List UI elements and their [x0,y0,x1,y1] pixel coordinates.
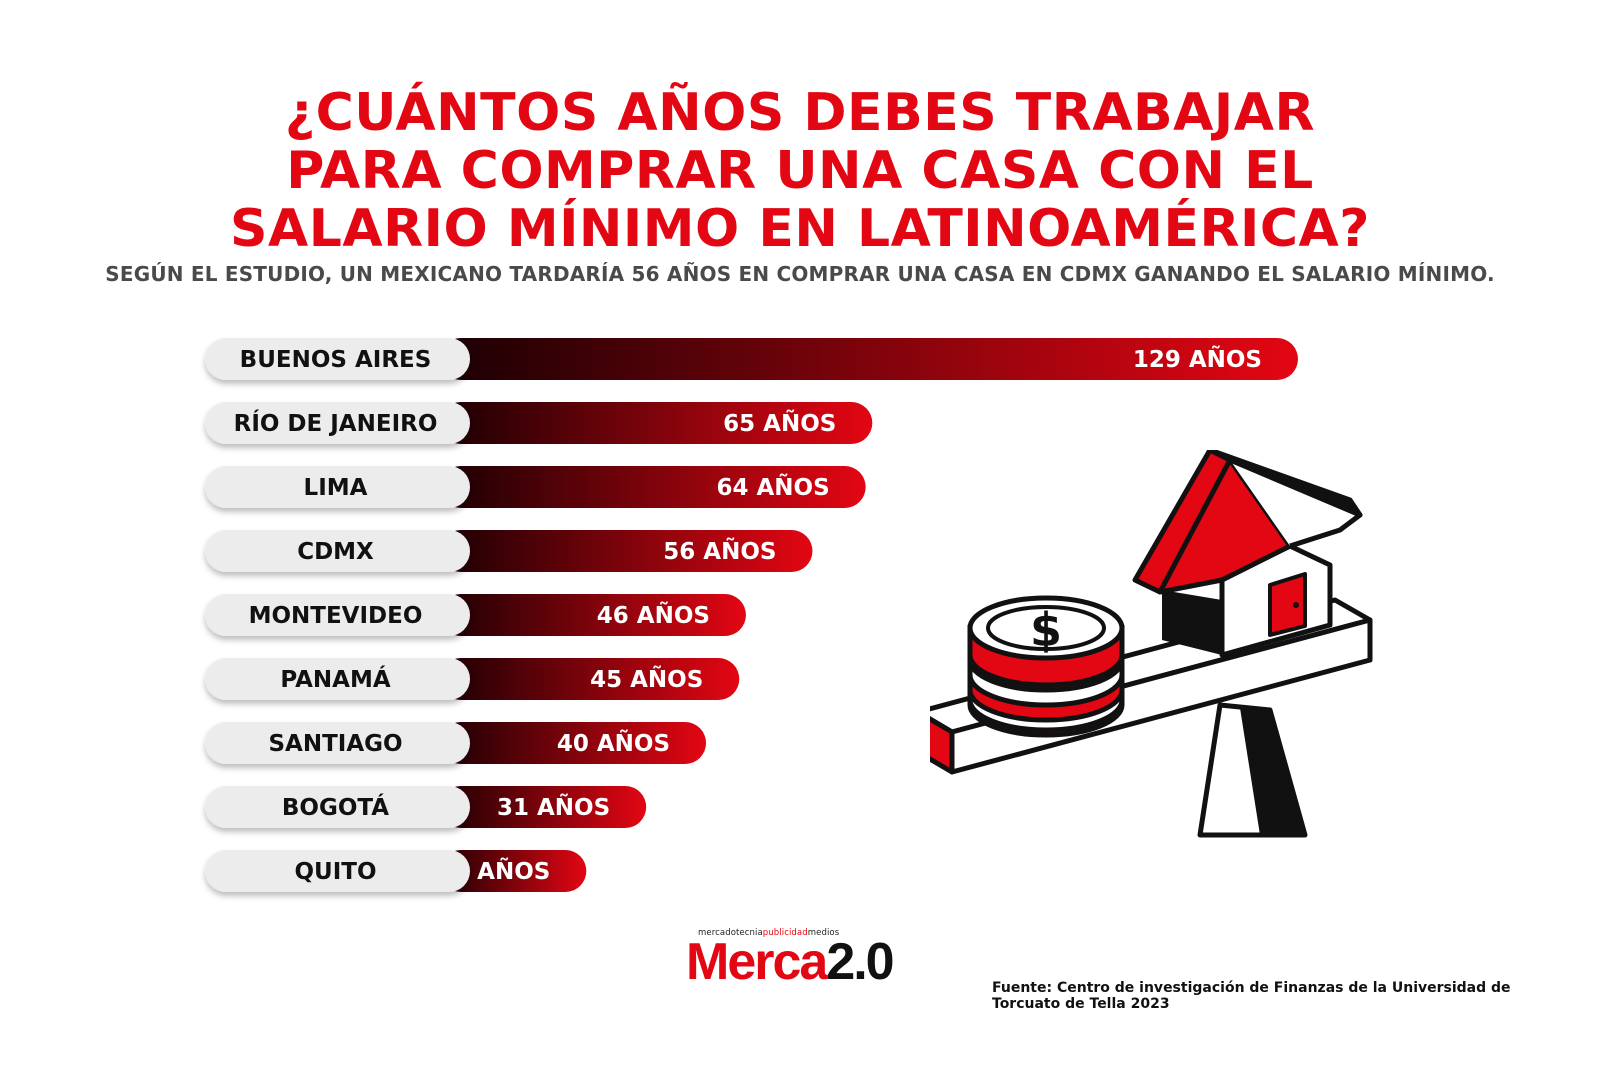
category-pill [205,466,470,508]
bar-value-label: 46 AÑOS [597,601,710,629]
title-line: SALARIO MÍNIMO EN LATINOAMÉRICA? [230,199,1370,259]
bar-value-label: 56 AÑOS [663,537,776,565]
category-pill [205,850,470,892]
title-line: ¿CUÁNTOS AÑOS DEBES TRABAJAR [284,83,1316,143]
bar-value-label: 31 AÑOS [497,793,610,821]
category-label: LIMA [304,475,368,501]
category-label: CDMX [297,539,374,565]
bar-value-label: 45 AÑOS [590,665,703,693]
bar [440,402,873,444]
category-label: BOGOTÁ [282,793,389,821]
category-pill [205,594,470,636]
bar-value-label: 40 AÑOS [557,729,670,757]
category-label: SANTIAGO [268,731,402,757]
category-label: PANAMÁ [280,665,390,693]
category-pill [205,722,470,764]
bar [440,594,746,636]
subtitle: SEGÚN EL ESTUDIO, UN MEXICANO TARDARÍA 5… [105,262,1495,286]
bar-value-label: 64 AÑOS [716,473,829,501]
bar [440,658,740,700]
bar-value-label: 129 AÑOS [1133,345,1262,373]
category-label: QUITO [294,859,376,885]
category-pill [205,338,470,380]
bar [440,466,866,508]
category-label: RÍO DE JANEIRO [234,409,438,437]
bar [440,338,1298,380]
bar-value-label: 65 AÑOS [723,409,836,437]
house-coin-seesaw-icon: $ [930,450,1373,838]
category-pill [205,658,470,700]
logo-wordmark: Merca2.0 [686,933,895,991]
category-pill [205,530,470,572]
title-line: PARA COMPRAR UNA CASA CON EL [286,141,1314,201]
bar [440,722,707,764]
category-label: MONTEVIDEO [249,603,423,629]
bar [440,850,587,892]
merca-logo: mercadotecniapublicidadmedios Merca2.0 [686,928,926,991]
category-pill [205,786,470,828]
category-label: BUENOS AIRES [240,347,432,373]
source-note: Fuente: Centro de investigación de Finan… [992,980,1511,1012]
coin-symbol: $ [1030,603,1062,657]
category-pill [205,402,470,444]
page-title: ¿CUÁNTOS AÑOS DEBES TRABAJAR PARA COMPRA… [0,84,1600,258]
bar [440,786,647,828]
bar [440,530,813,572]
logo-tagline: mercadotecniapublicidadmedios [698,928,840,938]
